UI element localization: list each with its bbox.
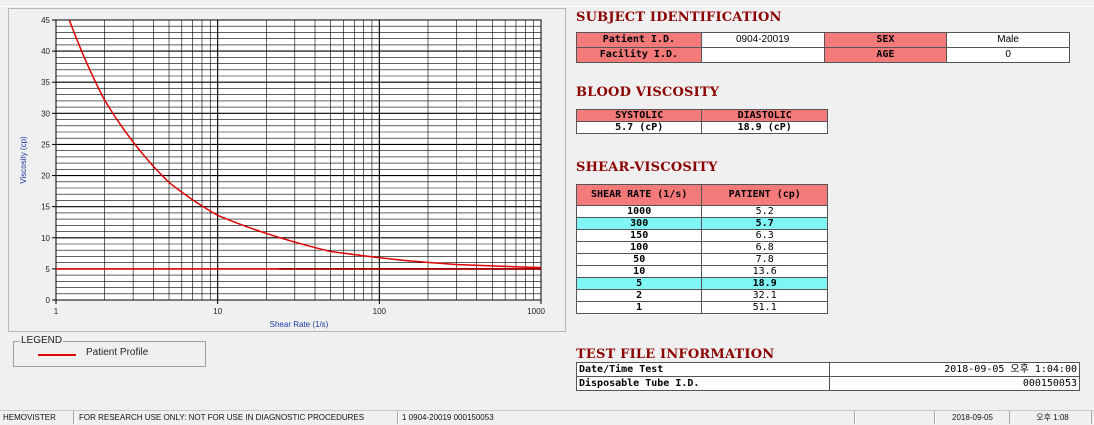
facility-id-label: Facility I.D.	[576, 47, 702, 63]
subject-identification-title: SUBJECT IDENTIFICATION	[576, 10, 782, 25]
y-tick-label: 15	[41, 203, 50, 212]
x-axis-label: Shear Rate (1/s)	[270, 320, 329, 329]
shear-rate-cell: 300	[575, 217, 703, 230]
systolic-label: SYSTOLIC	[575, 109, 703, 122]
test-file-table: Date/Time Test 2018-09-05 오후 1:04:00 Dis…	[576, 362, 1080, 391]
facility-id-value	[700, 47, 825, 63]
plot-area	[55, 19, 542, 301]
x-tick-label: 1	[54, 307, 59, 316]
status-notice: FOR RESEARCH USE ONLY: NOT FOR USE IN DI…	[75, 411, 398, 424]
patient-cp-cell: 5.7	[701, 217, 828, 230]
table-row: 300 5.7	[575, 217, 828, 230]
patient-cp-cell: 6.3	[701, 229, 828, 242]
table-row: 100 6.8	[575, 241, 828, 254]
patient-cp-cell: 6.8	[701, 241, 828, 254]
chart-ticks: 0 5 10 15 20 25 30 35 40 45 1 10 100 1000	[41, 16, 545, 316]
test-file-information-title: TEST FILE INFORMATION	[576, 347, 775, 362]
viscosity-chart-panel: 0 5 10 15 20 25 30 35 40 45 1 10 100 1000 Viscosity (…	[8, 8, 566, 332]
tube-id-label: Disposable Tube I.D.	[576, 376, 830, 391]
patient-cp-cell: 13.6	[701, 265, 828, 278]
subject-table: Patient I.D. 0904-20019 SEX Male Facilit…	[576, 32, 1070, 63]
status-empty-pane	[855, 411, 935, 424]
patient-cp-cell: 7.8	[701, 253, 828, 266]
table-row: 1 51.1	[575, 301, 828, 314]
patient-cp-cell: 5.2	[701, 205, 828, 218]
y-tick-label: 10	[41, 234, 50, 243]
y-tick-label: 45	[41, 16, 50, 25]
legend-swatch	[38, 354, 76, 356]
table-row: 150 6.3	[575, 229, 828, 242]
table-row: 2 32.1	[575, 289, 828, 302]
status-date: 2018-09-05	[935, 411, 1010, 424]
y-tick-label: 30	[41, 109, 50, 118]
shear-viscosity-table: SHEAR RATE (1/s) PATIENT (cp) 1000 5.2 30…	[575, 184, 828, 314]
tube-id-value: 000150053	[829, 376, 1080, 391]
y-tick-label: 35	[41, 78, 50, 87]
legend-label: Patient Profile	[86, 347, 149, 358]
x-tick-label: 10	[213, 307, 222, 316]
y-tick-label: 20	[41, 172, 50, 181]
systolic-value: 5.7 (cP)	[575, 121, 703, 134]
date-time-value: 2018-09-05 오후 1:04:00	[829, 362, 1080, 377]
y-tick-label: 0	[46, 296, 51, 305]
date-time-label: Date/Time Test	[576, 362, 830, 377]
shear-rate-cell: 1	[575, 301, 703, 314]
x-tick-label: 1000	[527, 307, 545, 316]
y-axis-label: Viscosity (cp)	[19, 136, 28, 184]
sex-value: Male	[946, 32, 1070, 48]
sex-label: SEX	[823, 32, 948, 48]
age-label: AGE	[823, 47, 948, 63]
status-app-name: HEMOVISTER	[0, 411, 74, 424]
y-tick-label: 40	[41, 47, 50, 56]
viscosity-chart: 0 5 10 15 20 25 30 35 40 45 1 10 100 1000 Viscosity (…	[19, 16, 546, 329]
blood-viscosity-title: BLOOD VISCOSITY	[576, 85, 720, 100]
status-bar: HEMOVISTER FOR RESEARCH USE ONLY: NOT FO…	[0, 410, 1094, 425]
shear-rate-cell: 2	[575, 289, 703, 302]
patient-profile-line	[68, 20, 541, 269]
legend-box: LEGEND Patient Profile	[13, 335, 206, 367]
patient-id-value: 0904-20019	[700, 32, 825, 48]
table-row: 50 7.8	[575, 253, 828, 266]
blood-viscosity-table: SYSTOLIC DIASTOLIC 5.7 (cP) 18.9 (cP)	[575, 109, 828, 134]
diastolic-value: 18.9 (cP)	[701, 121, 828, 134]
patient-cp-header: PATIENT (cp)	[701, 184, 828, 206]
status-record: 1 0904-20019 000150053	[398, 411, 855, 424]
table-row: 5 18.9	[575, 277, 828, 290]
status-time: 오후 1:08	[1013, 411, 1092, 424]
table-row: 10 13.6	[575, 265, 828, 278]
shear-rate-header: SHEAR RATE (1/s)	[575, 184, 703, 206]
table-row: 1000 5.2	[575, 205, 828, 218]
shear-rate-cell: 10	[575, 265, 703, 278]
shear-viscosity-title: SHEAR-VISCOSITY	[576, 160, 718, 175]
patient-id-label: Patient I.D.	[576, 32, 702, 48]
chart-series	[56, 20, 541, 270]
patient-cp-cell: 32.1	[701, 289, 828, 302]
x-tick-label: 100	[373, 307, 387, 316]
age-value: 0	[946, 47, 1070, 63]
legend-title: LEGEND	[20, 335, 64, 346]
shear-rate-cell: 5	[575, 277, 703, 290]
chart-grid	[56, 20, 541, 300]
shear-rate-cell: 50	[575, 253, 703, 266]
window-top-edge	[0, 0, 1094, 7]
y-tick-label: 5	[46, 265, 51, 274]
patient-cp-cell: 18.9	[701, 277, 828, 290]
shear-rate-cell: 150	[575, 229, 703, 242]
y-tick-label: 25	[41, 140, 50, 149]
shear-rate-cell: 100	[575, 241, 703, 254]
patient-cp-cell: 51.1	[701, 301, 828, 314]
shear-rate-cell: 1000	[575, 205, 703, 218]
diastolic-label: DIASTOLIC	[701, 109, 828, 122]
